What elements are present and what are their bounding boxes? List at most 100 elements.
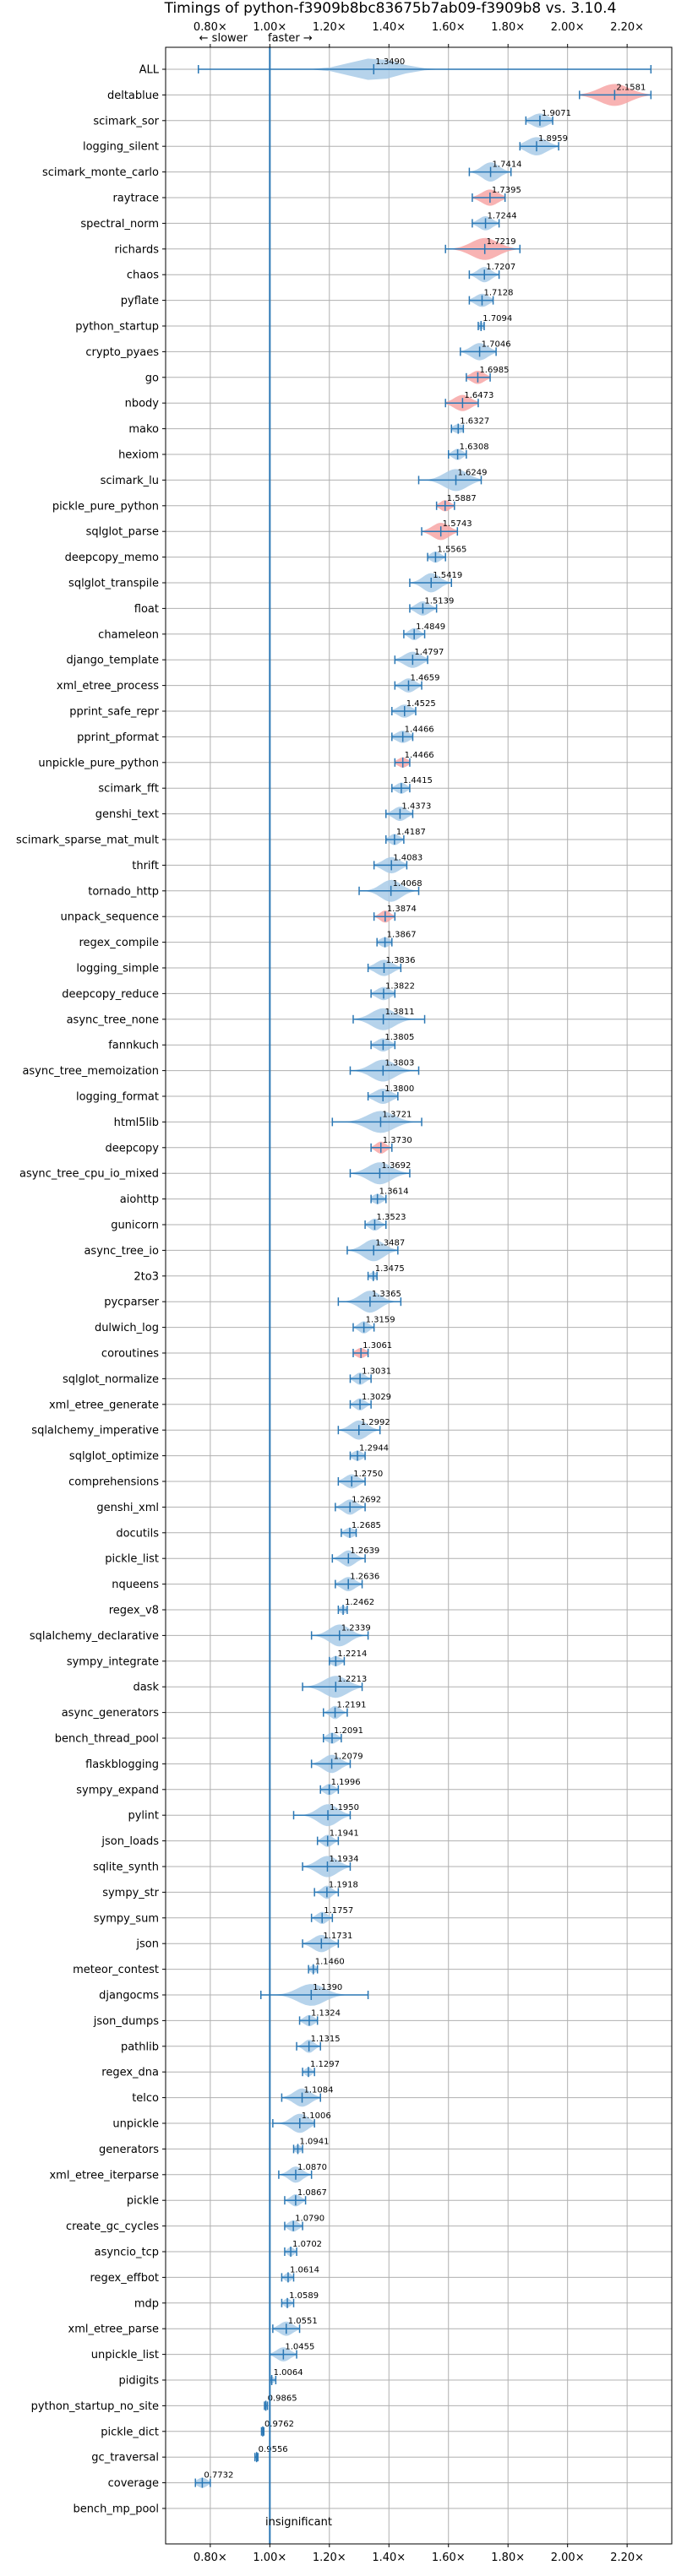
value-label: 1.1996: [331, 1778, 361, 1787]
value-label: 1.4466: [405, 751, 434, 760]
violin-deepcopy: 1.3730: [370, 1136, 412, 1154]
violin-mdp: 1.0589: [281, 2291, 319, 2308]
value-label: 1.5887: [447, 494, 477, 503]
violin-pyflate: 1.7128: [468, 289, 513, 307]
benchmark-label: bench_mp_pool: [73, 2503, 159, 2516]
benchmark-label: chameleon: [98, 628, 159, 641]
violin-go: 1.6985: [466, 366, 509, 384]
value-label: 1.1084: [304, 2086, 334, 2095]
violin-asyncio_tcp: 1.0702: [284, 2240, 322, 2257]
value-label: 1.1731: [323, 1932, 352, 1941]
value-label: 1.3029: [362, 1393, 391, 1402]
benchmark-label: sqlite_synth: [93, 1861, 159, 1874]
violin-flaskblogging: 1.2079: [310, 1752, 363, 1774]
benchmark-label: async_generators: [62, 1707, 160, 1720]
violin-comprehensions: 1.2750: [337, 1470, 383, 1489]
value-label: 1.3614: [379, 1187, 409, 1197]
value-label: 1.1006: [302, 2111, 331, 2121]
violin-sqlglot_transpile: 1.5419: [409, 571, 462, 593]
value-label: 1.1950: [330, 1803, 359, 1812]
value-label: 1.3692: [381, 1161, 411, 1171]
value-label: 0.9762: [264, 2420, 294, 2429]
violin-aiohttp: 1.3614: [370, 1187, 409, 1204]
violin-2to3: 1.3475: [367, 1264, 405, 1281]
value-label: 1.2214: [337, 1649, 367, 1659]
value-label: 0.9556: [259, 2445, 288, 2454]
value-label: 1.7128: [483, 289, 513, 298]
value-label: 1.3836: [385, 956, 415, 965]
benchmark-label: json_dumps: [93, 2015, 159, 2028]
benchmark-label: sqlglot_normalize: [63, 1373, 159, 1386]
value-label: 1.0870: [297, 2163, 327, 2172]
benchmark-label: go: [145, 372, 159, 384]
x-tick-label-top: 1.80×: [491, 21, 525, 34]
benchmark-label: create_gc_cycles: [66, 2220, 159, 2233]
x-tick-label-bottom: 1.60×: [432, 2552, 466, 2564]
violin-crypto_pyaes: 1.7046: [460, 340, 511, 361]
violin-scimark_sparse_mat_mult: 1.4187: [384, 828, 426, 845]
value-label: 1.0551: [288, 2317, 318, 2326]
benchmark-label: raytrace: [112, 193, 159, 205]
benchmark-label: async_tree_cpu_io_mixed: [19, 1168, 159, 1181]
violin-coverage: 0.7732: [194, 2471, 233, 2488]
violin-pickle_pure_python: 1.5887: [435, 494, 477, 512]
violin-sympy_expand: 1.1996: [319, 1778, 361, 1796]
value-label: 1.0589: [289, 2291, 319, 2301]
benchmark-label: telco: [132, 2092, 159, 2105]
value-label: 1.2079: [334, 1752, 363, 1761]
insignificant-annotation: insignificant: [265, 2516, 332, 2529]
value-label: 1.0064: [274, 2368, 303, 2378]
violin-genshi_text: 1.4373: [384, 802, 431, 821]
benchmark-label: pylint: [128, 1810, 159, 1823]
benchmark-label: regex_v8: [109, 1605, 159, 1617]
value-label: 1.1934: [329, 1855, 358, 1864]
benchmark-label: xml_etree_generate: [49, 1399, 159, 1411]
value-label: 1.3031: [362, 1367, 391, 1376]
benchmark-label: gunicorn: [111, 1220, 159, 1232]
violin-deepcopy_reduce: 1.3822: [370, 981, 415, 1001]
violin-pickle_dict: 0.9762: [260, 2420, 294, 2437]
violin-sqlglot_optimize: 1.2944: [349, 1444, 389, 1461]
benchmark-label: deepcopy: [105, 1142, 159, 1155]
benchmark-label: spectral_norm: [80, 218, 159, 231]
benchmark-label: python_startup: [75, 321, 159, 334]
violin-regex_dna: 1.1297: [302, 2060, 340, 2078]
benchmark-label: xml_etree_process: [57, 680, 159, 693]
benchmark-label: float: [134, 603, 159, 616]
value-label: 1.1315: [311, 2035, 341, 2044]
violin-spectral_norm: 1.7244: [472, 211, 517, 231]
value-label: 1.3805: [384, 1033, 414, 1042]
value-label: 1.0790: [295, 2215, 324, 2224]
violin-hexiom: 1.6308: [447, 443, 489, 460]
benchmark-label: 2to3: [134, 1270, 159, 1283]
benchmark-label: generators: [99, 2144, 159, 2156]
benchmark-label: logging_simple: [76, 963, 159, 976]
benchmark-label: regex_compile: [79, 937, 159, 949]
benchmark-label: nbody: [125, 398, 160, 410]
violin-generators: 1.0941: [292, 2137, 329, 2155]
benchmark-label: html5lib: [114, 1117, 159, 1129]
violin-django_template: 1.4797: [394, 648, 444, 668]
violin-pickle: 1.0867: [284, 2188, 327, 2207]
violin-regex_v8: 1.2462: [337, 1598, 374, 1615]
violin-async_tree_io: 1.3487: [346, 1238, 405, 1262]
x-tick-label-bottom: 1.20×: [313, 2552, 346, 2564]
benchmark-label: aiohttp: [120, 1193, 159, 1206]
violin-xml_etree_iterparse: 1.0870: [278, 2163, 327, 2183]
violin-gc_traversal: 0.9556: [254, 2445, 288, 2463]
benchmark-label: deepcopy_memo: [65, 552, 159, 564]
benchmark-label: scimark_fft: [98, 783, 159, 796]
violin-json_dumps: 1.1324: [298, 2008, 341, 2026]
violin-raytrace: 1.7395: [472, 186, 521, 206]
violin-djangocms: 1.1390: [260, 1983, 369, 2006]
violin-logging_format: 1.3800: [367, 1084, 414, 1104]
violin-docutils: 1.2685: [341, 1521, 381, 1538]
value-label: 1.1757: [324, 1906, 353, 1916]
violin-python_startup: 1.7094: [477, 314, 512, 331]
violin-scimark_fft: 1.4415: [391, 776, 433, 794]
value-label: 1.7395: [492, 186, 521, 195]
value-label: 1.2750: [353, 1470, 383, 1479]
value-label: 1.3159: [366, 1316, 395, 1325]
violin-pycparser: 1.3365: [337, 1290, 402, 1313]
benchmark-label: async_tree_io: [84, 1245, 159, 1258]
